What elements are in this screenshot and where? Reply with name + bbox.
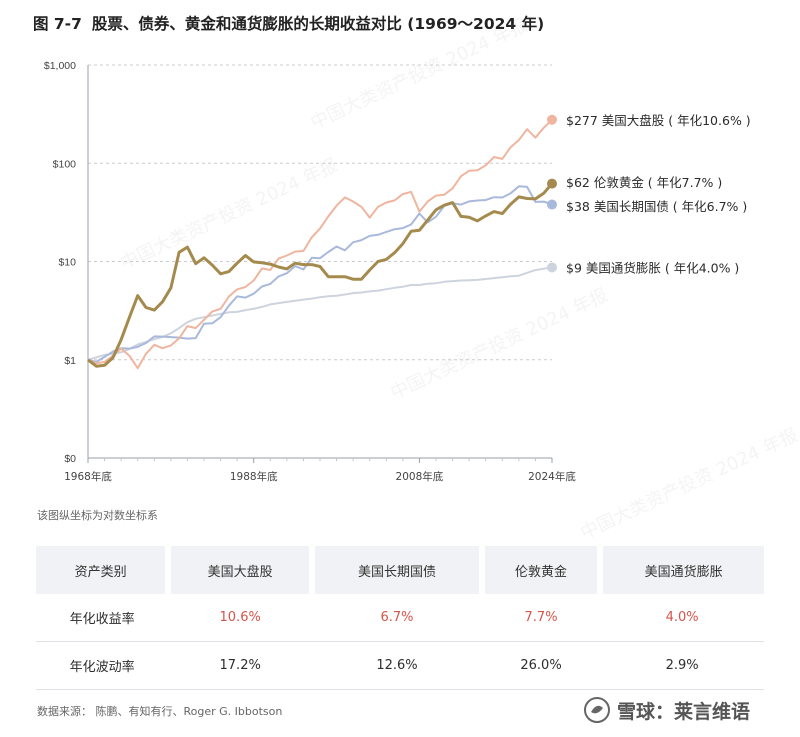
table-header-cell: 美国长期国债 — [312, 546, 485, 594]
table-header-cell: 资产类别 — [36, 546, 172, 594]
axis-note: 该图纵坐标为对数坐标系 — [37, 509, 158, 522]
chart-grid — [88, 64, 552, 459]
table-cell: 17.2% — [168, 641, 313, 690]
figure-title: 图 7-7 股票、债券、黄金和通货膨胀的长期收益对比 (1969～2024 年) — [33, 12, 544, 34]
series-line-bonds — [87, 185, 553, 363]
logo-text: 雪球：莱言维语 — [617, 700, 751, 723]
table-cell: 26.0% — [481, 641, 601, 690]
table-row: 年化收益率 10.6% 6.7% 7.7% 4.0% — [36, 594, 764, 642]
end-label-inflation: $9 美国通货膨胀 ( 年化4.0% ) — [566, 260, 739, 275]
series-line-inflation — [87, 266, 553, 361]
end-label-gold: $62 伦敦黄金 ( 年化7.7% ) — [566, 175, 722, 190]
row-label: 年化波动率 — [36, 641, 169, 690]
snowball-logo-icon — [584, 697, 610, 723]
table-header-cell: 美国大盘股 — [168, 546, 316, 594]
end-marker-bonds — [547, 199, 557, 210]
row-label: 年化收益率 — [36, 594, 169, 642]
x-tick-label: 2024年底 — [528, 470, 576, 483]
table-cell: 7.7% — [481, 594, 601, 642]
chart-series — [87, 119, 554, 370]
figure-number: 图 7-7 — [33, 15, 82, 33]
y-tick-label: $1,000 — [44, 60, 76, 72]
x-tick-label: 1988年底 — [230, 470, 278, 483]
stats-table: 资产类别 美国大盘股 美国长期国债 伦敦黄金 美国通货膨胀 年化收益率 10.6… — [36, 546, 764, 690]
table-header-row: 资产类别 美国大盘股 美国长期国债 伦敦黄金 美国通货膨胀 — [36, 546, 764, 594]
y-tick-label: $0 — [64, 453, 76, 465]
x-tick-label: 1968年底 — [64, 470, 112, 483]
end-marker-gold — [547, 178, 557, 189]
table-cell: 10.6% — [168, 594, 313, 642]
series-line-stocks — [87, 119, 553, 370]
table-cell: 4.0% — [600, 594, 764, 642]
table-cell: 12.6% — [312, 641, 482, 690]
y-tick-label: $1 — [64, 355, 76, 367]
series-line-gold — [87, 182, 554, 368]
table-cell: 2.9% — [600, 641, 764, 690]
data-source: 数据来源： 陈鹏、有知有行、Roger G. Ibbotson — [37, 705, 283, 718]
y-axis: $0 $1 $10 $100 $1,000 — [44, 60, 89, 465]
brand-logo: 雪球：莱言维语 — [583, 696, 750, 724]
line-chart: $0 $1 $10 $100 $1,000 1968年底 1988年底 2008年底 2024… — [44, 60, 751, 483]
table-header-cell: 美国通货膨胀 — [600, 546, 764, 594]
table-header-cell: 伦敦黄金 — [481, 546, 604, 594]
end-label-bonds: $38 美国长期国债 ( 年化6.7% ) — [566, 199, 747, 214]
x-tick-label: 2008年底 — [396, 470, 444, 483]
end-label-stocks: $277 美国大盘股 ( 年化10.6% ) — [566, 113, 751, 128]
table-cell: 6.7% — [312, 594, 482, 642]
end-marker-stocks — [547, 114, 557, 125]
x-axis: 1968年底 1988年底 2008年底 2024年底 — [64, 457, 576, 483]
y-tick-label: $100 — [53, 158, 77, 170]
figure-title-text: 股票、债券、黄金和通货膨胀的长期收益对比 (1969～2024 年) — [91, 15, 545, 33]
table-row: 年化波动率 17.2% 12.6% 26.0% 2.9% — [36, 641, 764, 690]
y-tick-label: $10 — [58, 257, 76, 269]
end-marker-inflation — [547, 262, 557, 273]
chart-end-labels: $277 美国大盘股 ( 年化10.6% ) $62 伦敦黄金 ( 年化7.7% … — [547, 113, 751, 275]
